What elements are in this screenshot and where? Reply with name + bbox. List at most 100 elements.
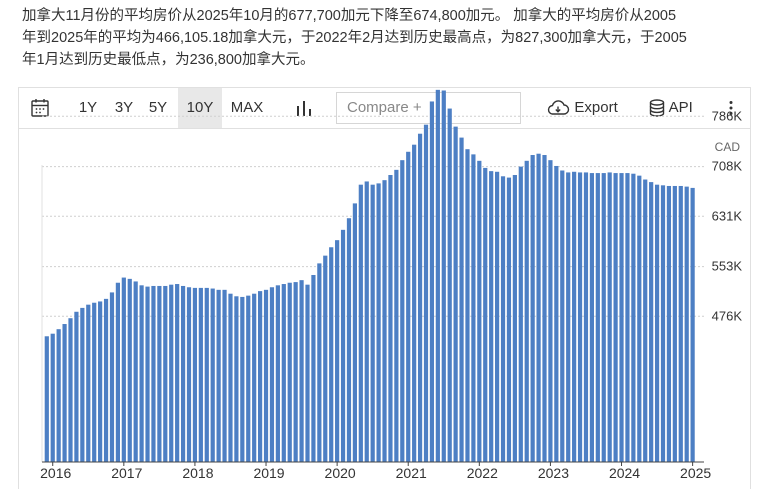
bar[interactable]	[530, 155, 535, 463]
bar[interactable]	[287, 282, 292, 462]
bar[interactable]	[512, 175, 517, 462]
bar[interactable]	[660, 185, 666, 463]
bar[interactable]	[281, 284, 286, 462]
bar[interactable]	[234, 296, 239, 462]
bar[interactable]	[406, 151, 411, 462]
bar[interactable]	[204, 287, 209, 462]
bar[interactable]	[121, 277, 126, 462]
bar[interactable]	[382, 180, 387, 462]
bar[interactable]	[198, 287, 203, 462]
bar[interactable]	[240, 296, 245, 462]
bar[interactable]	[364, 181, 369, 463]
bar[interactable]	[311, 274, 316, 462]
bar[interactable]	[548, 160, 553, 462]
bar[interactable]	[423, 124, 429, 463]
bar[interactable]	[649, 182, 654, 462]
bar[interactable]	[115, 282, 120, 462]
bar[interactable]	[577, 172, 583, 462]
bar[interactable]	[127, 278, 132, 462]
bar[interactable]	[263, 289, 269, 462]
bar[interactable]	[583, 172, 589, 462]
bar[interactable]	[417, 133, 423, 462]
bar[interactable]	[394, 169, 399, 462]
bar[interactable]	[358, 184, 363, 462]
bar[interactable]	[74, 311, 79, 462]
bar[interactable]	[690, 187, 695, 462]
calendar-icon[interactable]	[31, 98, 49, 118]
bar[interactable]	[506, 177, 512, 462]
bar[interactable]	[625, 173, 630, 463]
bar[interactable]	[133, 281, 138, 462]
bar-chart-icon[interactable]	[293, 88, 315, 128]
bar[interactable]	[465, 149, 470, 462]
bar[interactable]	[317, 263, 322, 462]
bar[interactable]	[86, 304, 91, 462]
bar[interactable]	[489, 171, 494, 463]
range-1y-button[interactable]: 1Y	[78, 99, 98, 116]
bar[interactable]	[400, 160, 405, 462]
bar[interactable]	[643, 179, 648, 463]
bar[interactable]	[163, 285, 168, 462]
bar[interactable]	[258, 291, 263, 462]
bar[interactable]	[429, 101, 435, 462]
bar[interactable]	[68, 318, 73, 462]
bar[interactable]	[500, 176, 506, 462]
bar[interactable]	[684, 186, 689, 462]
compare-input[interactable]: Compare +	[336, 92, 521, 124]
bar[interactable]	[56, 329, 61, 462]
bar[interactable]	[495, 171, 500, 462]
bar[interactable]	[678, 185, 683, 462]
bar[interactable]	[269, 287, 275, 462]
bar[interactable]	[447, 108, 452, 462]
bar[interactable]	[572, 171, 577, 462]
export-button[interactable]: Export	[539, 88, 625, 128]
bar[interactable]	[524, 160, 529, 462]
bar[interactable]	[80, 307, 85, 462]
range-5y-button[interactable]: 5Y	[148, 99, 168, 116]
bar[interactable]	[62, 324, 67, 462]
bar[interactable]	[246, 295, 251, 462]
bar[interactable]	[109, 292, 115, 462]
bar[interactable]	[169, 284, 174, 462]
bar[interactable]	[595, 173, 600, 463]
bar[interactable]	[412, 144, 417, 463]
range-10y-button[interactable]: 10Y	[178, 88, 222, 128]
bar[interactable]	[477, 160, 482, 462]
bar[interactable]	[252, 293, 257, 462]
bar[interactable]	[566, 172, 571, 462]
bar[interactable]	[228, 293, 233, 462]
bar[interactable]	[376, 183, 381, 463]
bar[interactable]	[293, 282, 298, 462]
bar[interactable]	[435, 89, 440, 463]
bar[interactable]	[92, 302, 97, 462]
bar[interactable]	[453, 126, 458, 463]
bar[interactable]	[180, 285, 186, 462]
bar[interactable]	[619, 173, 624, 463]
bar[interactable]	[157, 285, 162, 462]
bar[interactable]	[560, 170, 565, 462]
bar[interactable]	[329, 247, 334, 462]
bar[interactable]	[323, 255, 328, 462]
bar[interactable]	[637, 175, 642, 462]
bar[interactable]	[370, 184, 375, 462]
bar[interactable]	[210, 288, 215, 462]
bar[interactable]	[441, 90, 446, 462]
bar[interactable]	[145, 286, 150, 462]
bar[interactable]	[139, 285, 144, 462]
bar[interactable]	[589, 173, 594, 463]
bar[interactable]	[186, 287, 192, 462]
range-max-button[interactable]: MAX	[230, 99, 264, 116]
bar[interactable]	[98, 301, 103, 462]
bar[interactable]	[299, 280, 304, 462]
bar[interactable]	[654, 184, 660, 462]
bar[interactable]	[613, 173, 618, 463]
bar[interactable]	[151, 285, 156, 462]
bar[interactable]	[346, 218, 352, 462]
bar[interactable]	[471, 154, 476, 462]
bar[interactable]	[335, 240, 340, 462]
bar[interactable]	[536, 153, 541, 462]
bar[interactable]	[542, 155, 547, 463]
bar[interactable]	[554, 165, 559, 462]
bar[interactable]	[601, 173, 606, 463]
bar[interactable]	[352, 203, 357, 462]
